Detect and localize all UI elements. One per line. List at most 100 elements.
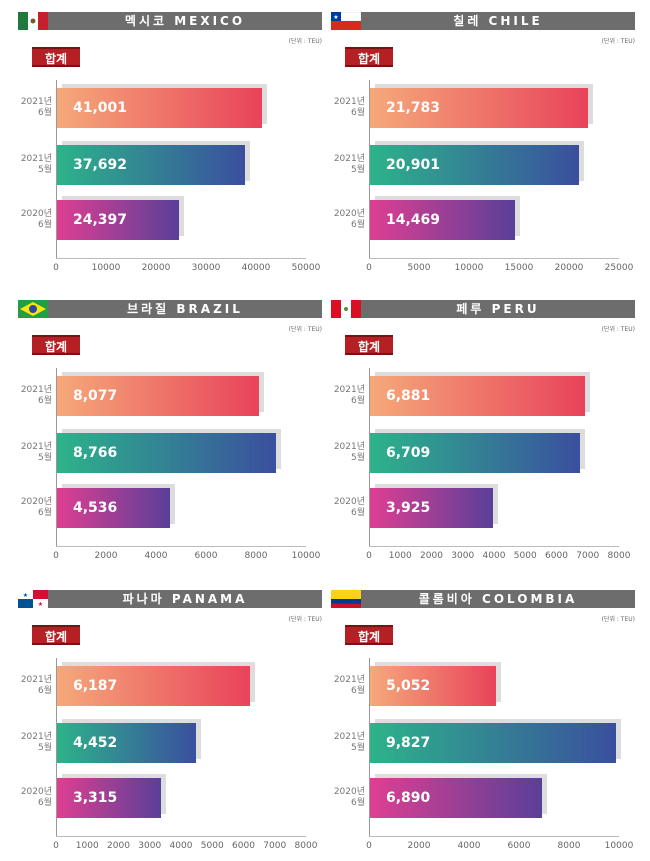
x-tick-label: 8000 [244, 551, 268, 561]
category-year: 2021년 [333, 97, 365, 107]
category-year: 2021년 [20, 675, 52, 685]
x-tick-label: 20000 [554, 263, 584, 273]
category-label: 2021년 6월 [331, 385, 365, 407]
panama-flag-icon: ★★ [18, 590, 48, 608]
x-tick-label: 10000 [454, 263, 484, 273]
category-month: 6월 [350, 396, 365, 406]
x-tick-label: 10000 [604, 841, 634, 851]
bar: 20,901 [370, 145, 579, 185]
bar: 8,077 [57, 376, 259, 416]
bar: 3,925 [370, 488, 493, 528]
category-label: 2021년 5월 [18, 154, 52, 176]
x-tick-label: 20000 [141, 263, 171, 273]
total-badge: 합계 [345, 47, 393, 67]
bar-value-label: 37,692 [73, 157, 128, 173]
y-axis [56, 368, 57, 546]
category-month: 6월 [350, 220, 365, 230]
category-month: 6월 [350, 686, 365, 696]
category-label: 2020년 6월 [18, 787, 52, 809]
x-axis [56, 546, 306, 547]
x-tick-label: 2000 [420, 551, 443, 561]
bar: 37,692 [57, 145, 246, 185]
x-tick-label: 1000 [75, 841, 99, 851]
y-axis [56, 80, 57, 258]
bar: 6,881 [370, 376, 586, 416]
chile-flag-icon: ★ [331, 12, 361, 30]
bar: 4,452 [57, 723, 197, 763]
bar-value-label: 20,901 [386, 157, 441, 173]
category-month: 5월 [37, 165, 52, 175]
category-month: 5월 [37, 743, 52, 753]
bar-value-label: 21,783 [386, 100, 441, 116]
category-year: 2020년 [20, 497, 52, 507]
category-month: 6월 [37, 798, 52, 808]
unit-label: (단위 : TEU) [288, 326, 322, 333]
bar-value-label: 6,890 [386, 790, 431, 806]
bar-value-label: 6,881 [386, 388, 431, 404]
y-axis [369, 658, 370, 836]
category-label: 2020년 6월 [331, 787, 365, 809]
bar: 24,397 [57, 200, 179, 240]
bar-value-label: 8,766 [73, 445, 118, 461]
unit-label: (단위 : TEU) [288, 38, 322, 45]
x-tick-label: 30000 [191, 263, 221, 273]
category-year: 2020년 [333, 787, 365, 797]
x-tick-label: 7000 [263, 841, 287, 851]
category-label: 2021년 6월 [331, 97, 365, 119]
peru-flag-icon [331, 300, 361, 318]
x-tick-label: 0 [366, 263, 372, 273]
x-tick-label: 0 [53, 841, 59, 851]
bar: 6,187 [57, 666, 251, 706]
unit-label: (단위 : TEU) [601, 38, 635, 45]
x-tick-label: 6000 [545, 551, 568, 561]
x-tick-label: 4000 [169, 841, 193, 851]
category-month: 6월 [37, 508, 52, 518]
category-label: 2021년 5월 [331, 732, 365, 754]
chart-title: 콜롬비아 COLOMBIA [361, 590, 635, 608]
category-year: 2021년 [20, 97, 52, 107]
chart-title: 페루 PERU [361, 300, 635, 318]
svg-text:★: ★ [38, 601, 43, 608]
svg-text:★: ★ [23, 592, 28, 599]
chart-panel-colombia: 콜롬비아 COLOMBIA (단위 : TEU) 합계 0 2000 4000 600… [331, 590, 635, 861]
x-tick-label: 2000 [94, 551, 118, 561]
x-tick-label: 25000 [604, 263, 634, 273]
x-tick-label: 2000 [107, 841, 130, 851]
bar: 5,052 [370, 666, 497, 706]
chart-panel-brazil: 브라질 BRAZIL (단위 : TEU) 합계 0 2000 4000 6000 80… [18, 300, 322, 587]
category-year: 2021년 [333, 732, 365, 742]
x-tick-label: 5000 [200, 841, 224, 851]
category-month: 5월 [37, 453, 52, 463]
brazil-flag-icon [18, 300, 48, 318]
x-tick-label: 15000 [504, 263, 534, 273]
chart-title: 멕시코 MEXICO [48, 12, 322, 30]
x-tick-label: 0 [366, 551, 372, 561]
category-year: 2021년 [333, 675, 365, 685]
category-year: 2021년 [20, 154, 52, 164]
category-month: 6월 [37, 686, 52, 696]
x-tick-label: 3000 [138, 841, 162, 851]
chart-panel-panama: ★ ★ 파나마 PANAMA (단위 : TEU) 합계 0 1000 2000 300… [18, 590, 322, 861]
bar-value-label: 4,536 [73, 500, 118, 516]
category-year: 2020년 [20, 787, 52, 797]
category-year: 2021년 [20, 385, 52, 395]
category-month: 6월 [350, 508, 365, 518]
category-month: 6월 [350, 798, 365, 808]
category-year: 2021년 [333, 385, 365, 395]
category-label: 2021년 6월 [18, 675, 52, 697]
bar-value-label: 41,001 [73, 100, 128, 116]
bar: 21,783 [370, 88, 588, 128]
bar-value-label: 24,397 [73, 212, 128, 228]
category-month: 5월 [350, 453, 365, 463]
x-axis [369, 546, 619, 547]
y-axis [369, 80, 370, 258]
bar: 14,469 [370, 200, 515, 240]
total-badge: 합계 [32, 47, 80, 67]
chart-panel-mexico: 멕시코 MEXICO (단위 : TEU) 합계 0 10000 20000 3000… [18, 12, 322, 299]
category-month: 6월 [37, 220, 52, 230]
category-month: 5월 [350, 165, 365, 175]
category-month: 5월 [350, 743, 365, 753]
unit-label: (단위 : TEU) [288, 616, 322, 623]
y-axis [56, 658, 57, 836]
